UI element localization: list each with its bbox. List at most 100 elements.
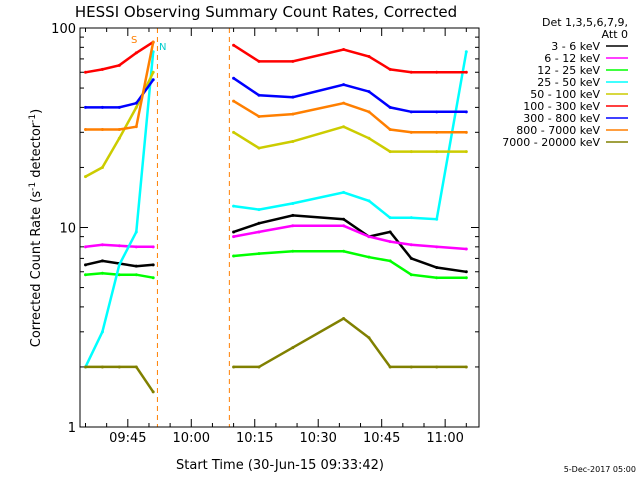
data-point xyxy=(342,217,346,221)
data-point xyxy=(100,271,104,275)
series-line xyxy=(232,44,467,74)
data-point xyxy=(151,263,155,267)
data-point xyxy=(232,130,236,134)
data-point xyxy=(232,99,236,103)
data-point xyxy=(342,83,346,87)
legend-header-line-2: Att 0 xyxy=(602,28,628,41)
data-point xyxy=(291,213,295,217)
data-point xyxy=(342,316,346,320)
legend-label: 3 - 6 keV xyxy=(551,40,600,53)
data-point xyxy=(342,249,346,253)
series-6-12keV xyxy=(84,224,468,251)
series-line xyxy=(232,125,467,153)
data-point xyxy=(367,199,371,203)
series-line xyxy=(85,41,154,74)
data-point xyxy=(435,365,439,369)
data-point xyxy=(409,273,413,277)
data-gap-markers xyxy=(156,28,230,427)
data-point xyxy=(134,264,138,268)
data-point xyxy=(367,90,371,94)
data-point xyxy=(100,165,104,169)
data-point xyxy=(409,243,413,247)
data-point xyxy=(388,105,392,109)
data-point xyxy=(435,245,439,249)
x-tick-label: 10:30 xyxy=(299,431,336,446)
data-point xyxy=(151,78,155,82)
y-tick-label: 10 xyxy=(59,222,76,237)
data-point xyxy=(84,175,88,179)
annotation-s: S xyxy=(131,35,137,46)
data-point xyxy=(100,259,104,263)
footer-timestamp: 5-Dec-2017 05:00 xyxy=(564,465,636,474)
data-point xyxy=(388,127,392,131)
series-layer xyxy=(84,40,468,394)
series-25-50keV xyxy=(84,50,468,369)
data-point xyxy=(117,127,121,131)
data-point xyxy=(134,365,138,369)
legend-label: 7000 - 20000 keV xyxy=(502,136,600,149)
legend-label: 300 - 800 keV xyxy=(523,112,600,125)
data-point xyxy=(100,127,104,131)
data-point xyxy=(257,221,261,225)
data-point xyxy=(100,105,104,109)
data-point xyxy=(84,263,88,267)
data-point xyxy=(388,150,392,154)
data-point xyxy=(257,252,261,256)
data-point xyxy=(257,93,261,97)
data-point xyxy=(409,110,413,114)
annotation-n: N xyxy=(159,42,166,53)
series-line xyxy=(85,41,155,131)
data-point xyxy=(409,256,413,260)
series-line xyxy=(233,224,467,251)
data-point xyxy=(134,125,138,129)
series-line xyxy=(85,365,155,393)
data-point xyxy=(151,245,155,249)
legend-header: Det 1,3,5,6,7,9, Att 0 xyxy=(542,16,628,41)
data-point xyxy=(151,390,155,394)
data-point xyxy=(388,365,392,369)
data-point xyxy=(342,101,346,105)
data-point xyxy=(100,243,104,247)
data-point xyxy=(257,365,261,369)
data-point xyxy=(367,110,371,114)
data-point xyxy=(117,273,121,277)
data-point xyxy=(291,346,295,350)
data-point xyxy=(134,245,138,249)
data-point xyxy=(257,208,261,212)
x-tick-label: 11:00 xyxy=(426,431,463,446)
data-point xyxy=(291,201,295,205)
data-point xyxy=(100,365,104,369)
data-point xyxy=(232,254,236,258)
data-point xyxy=(257,146,261,150)
plot-area: 1 10 100 09:45 10:00 10:15 10:30 10:45 11:00 xyxy=(51,22,480,446)
legend-label: 800 - 7000 keV xyxy=(516,124,600,137)
data-point xyxy=(84,70,88,74)
data-point xyxy=(435,130,439,134)
data-point xyxy=(342,224,346,228)
data-point xyxy=(464,270,468,274)
series-800-7000keV xyxy=(84,40,468,134)
data-point xyxy=(134,273,138,277)
data-point xyxy=(117,263,121,267)
y-axis-ticks: 1 10 100 xyxy=(51,22,479,436)
data-point xyxy=(84,127,88,131)
data-point xyxy=(435,150,439,154)
series-12-25keV xyxy=(84,249,468,280)
data-point xyxy=(435,217,439,221)
data-point xyxy=(464,50,468,54)
data-point xyxy=(367,54,371,58)
data-point xyxy=(117,244,121,248)
data-point xyxy=(232,76,236,80)
data-point xyxy=(291,139,295,143)
data-point xyxy=(435,70,439,74)
data-point xyxy=(388,67,392,71)
data-point xyxy=(151,276,155,280)
x-tick-label: 10:45 xyxy=(363,431,400,446)
data-point xyxy=(232,204,236,208)
data-point xyxy=(232,230,236,234)
data-point xyxy=(117,63,121,67)
data-point xyxy=(134,105,138,109)
chart-title: HESSI Observing Summary Count Rates, Cor… xyxy=(75,3,457,21)
data-point xyxy=(435,266,439,270)
